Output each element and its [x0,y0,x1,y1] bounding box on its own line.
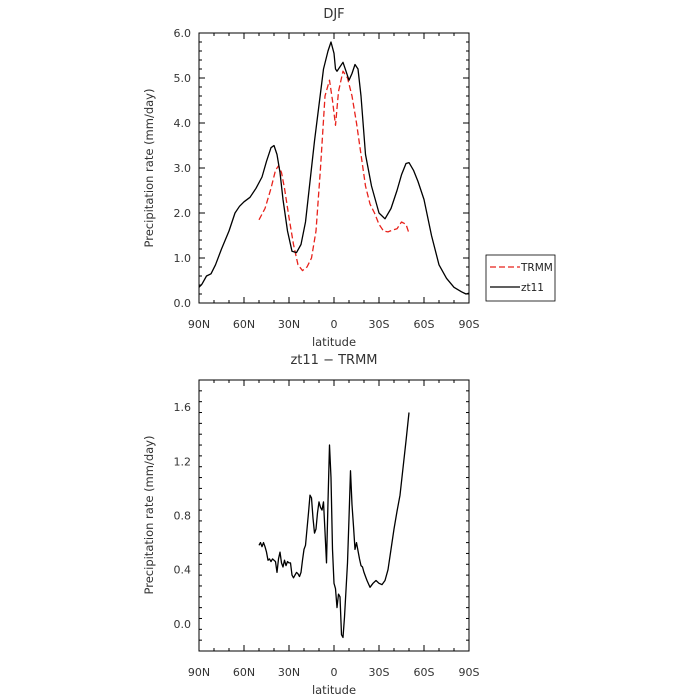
y-tick-label: 0.0 [174,297,192,310]
series-line-zt11 [198,41,470,295]
top-chart-title: DJF [323,7,344,22]
bottom-chart-x-tick-labels: 90N 60N 30N 0 30S 60S 90S [188,666,480,679]
x-tick-label: 90S [459,666,480,679]
bottom-chart-y-tick-labels: 0.0 0.4 0.8 1.2 1.6 [174,401,192,631]
x-tick-label: 90N [188,666,210,679]
top-chart-y-tick-labels: 0.0 1.0 2.0 3.0 4.0 5.0 6.0 [174,27,192,310]
y-tick-label: 2.0 [174,207,192,220]
x-tick-label: 30N [278,318,300,331]
x-tick-label: 90N [188,318,210,331]
x-tick-label: 30N [278,666,300,679]
x-tick-label: 30S [369,666,390,679]
x-tick-label: 60S [414,318,435,331]
bottom-chart-grid-ticks [198,379,470,652]
series-line-trmm [258,70,410,272]
top-chart-plot-frame [198,32,470,304]
bottom-chart: zt11 − TRMM 90N 60N 30N 0 30S 60S 90S 0.00.40.… [142,353,480,697]
x-tick-label: 0 [331,666,338,679]
y-tick-label: 1.6 [174,401,192,414]
legend-box [485,254,556,302]
top-chart-legend: TRMM zt11 [485,254,556,302]
y-tick-label: 6.0 [174,27,192,40]
y-tick-label: 0.0 [174,618,192,631]
bottom-chart-plot-frame [198,379,470,652]
y-tick-label: 3.0 [174,162,192,175]
top-chart: DJF 90N 60N 30N 0 30S 60S 90S 0.0 1.0 2.0 3.0 4.0 5… [142,7,480,349]
x-tick-label: 60N [233,318,255,331]
y-tick-label: 0.4 [174,564,192,577]
y-tick-label: 4.0 [174,117,192,130]
bottom-chart-title: zt11 − TRMM [290,353,377,368]
y-tick-label: 1.0 [174,252,192,265]
x-tick-label: 60N [233,666,255,679]
y-tick-label: 0.8 [174,510,192,523]
top-chart-series [198,41,470,295]
top-chart-x-axis-label: latitude [312,335,356,349]
legend-label-zt11: zt11 [521,282,544,294]
bottom-chart-x-axis-label: latitude [312,683,356,697]
top-chart-x-tick-labels: 90N 60N 30N 0 30S 60S 90S [188,318,480,331]
x-tick-label: 60S [414,666,435,679]
bottom-chart-y-axis-label: Precipitation rate (mm/day) [142,436,156,595]
series-line-difference [258,412,410,639]
y-tick-label: 1.2 [174,455,192,468]
top-chart-y-axis-label: Precipitation rate (mm/day) [142,89,156,248]
y-tick-label: 5.0 [174,72,192,85]
top-chart-grid-ticks [198,32,470,304]
x-tick-label: 0 [331,318,338,331]
bottom-chart-series [258,412,410,639]
x-tick-label: 90S [459,318,480,331]
x-tick-label: 30S [369,318,390,331]
legend-label-trmm: TRMM [520,262,553,274]
